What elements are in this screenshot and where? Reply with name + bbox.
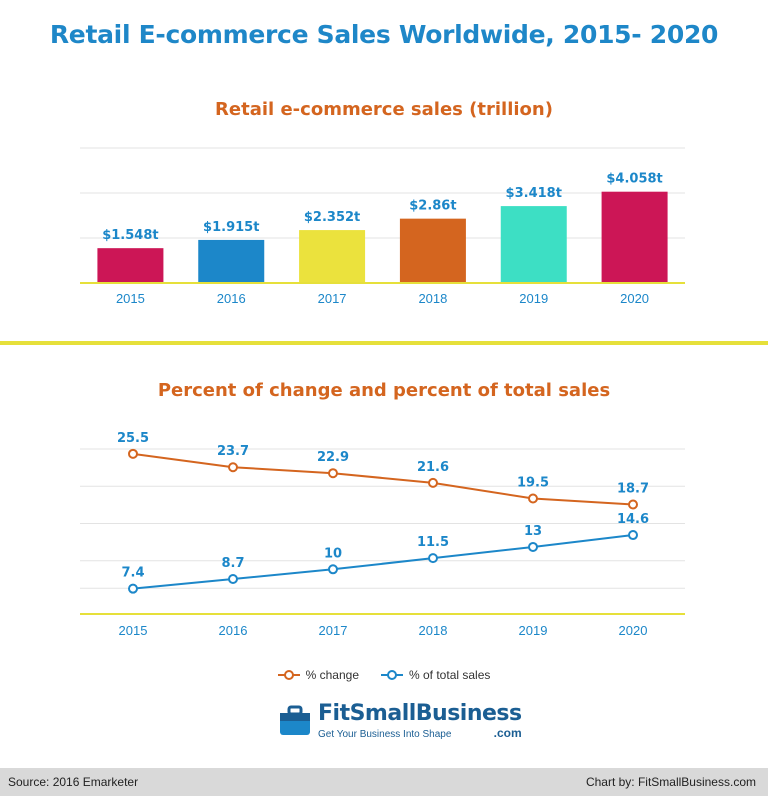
bar-2016 [198, 239, 265, 283]
tick-label: 2020 [620, 291, 649, 306]
data-label: 21.6 [417, 460, 449, 475]
tick-label: 2015 [116, 291, 145, 306]
line-chart-legend: % change % of total sales [0, 668, 768, 682]
bar-2015 [97, 248, 164, 283]
source-text: Source: 2016 Emarketer [8, 775, 139, 789]
bar-2020 [601, 191, 668, 283]
line-chart: 2015 2016 2017 2018 2019 2020 25.5 23.7 22.9 21.6… [80, 431, 685, 638]
data-point [428, 553, 438, 564]
data-label: $1.548t [102, 228, 158, 243]
bar-chart: $1.548t 2015 $1.915t 2016 $2.352t 2017 $2.86t 2… [80, 147, 685, 306]
data-label: 25.5 [117, 431, 149, 446]
data-point [528, 541, 538, 552]
bar-2017 [299, 230, 366, 283]
page-title: Retail E-commerce Sales Worldwide, 2015-… [49, 20, 719, 49]
tick-label: 2020 [619, 623, 648, 638]
data-label: 23.7 [217, 444, 249, 459]
series-line-1 [132, 534, 634, 590]
data-label: 13 [524, 524, 542, 539]
tick-label: 2016 [217, 291, 246, 306]
tick-label: 2015 [119, 623, 148, 638]
line-chart-title: Percent of change and percent of total s… [157, 380, 611, 401]
tick-label: 2018 [418, 291, 447, 306]
data-point [528, 493, 538, 504]
tick-label: 2017 [319, 623, 348, 638]
bar-2018 [399, 218, 466, 283]
bar-2019 [500, 206, 567, 283]
tick-label: 2019 [519, 623, 548, 638]
series-line-0 [132, 452, 634, 506]
data-label: 10 [324, 546, 342, 561]
legend-item-total: % of total sales [381, 668, 490, 682]
tick-label: 2016 [219, 623, 248, 638]
data-label: $2.86t [409, 199, 456, 214]
data-label: 14.6 [617, 512, 649, 527]
legend-item-change: % change [277, 668, 359, 682]
data-point [328, 468, 338, 479]
logo-name: FitSmallBusiness [318, 701, 522, 726]
logo-tagline: Get Your Business Into Shape [318, 729, 452, 740]
data-label: $2.352t [304, 210, 360, 225]
footer: Source: 2016 Emarketer Chart by: FitSmal… [0, 768, 768, 796]
legend-swatch-total [381, 669, 403, 681]
data-point [328, 564, 338, 575]
data-label: 19.5 [517, 476, 549, 491]
legend-label-change: % change [305, 668, 359, 682]
data-label: $1.915t [203, 220, 259, 235]
data-point [228, 573, 238, 584]
data-point [128, 583, 138, 594]
logo-suffix: .com [493, 726, 522, 740]
briefcase-icon [280, 705, 310, 735]
data-label: 11.5 [417, 535, 449, 550]
tick-label: 2017 [318, 291, 347, 306]
legend-label-total: % of total sales [409, 668, 491, 682]
data-label: 22.9 [317, 450, 349, 465]
tick-label: 2018 [419, 623, 448, 638]
data-point [428, 477, 438, 488]
section-divider [0, 341, 768, 345]
data-point [628, 530, 638, 541]
data-label: $3.418t [506, 186, 562, 201]
data-label: 7.4 [121, 566, 144, 581]
data-point [628, 499, 638, 510]
legend-swatch-change [277, 669, 300, 681]
chart-credit: Chart by: FitSmallBusiness.com [585, 775, 756, 789]
data-label: $4.058t [606, 172, 662, 187]
bar-chart-title: Retail e-commerce sales (trillion) [215, 99, 553, 120]
data-label: 18.7 [617, 481, 649, 496]
brand-logo: FitSmallBusiness Get Your Business Into … [278, 702, 522, 740]
data-label: 8.7 [221, 556, 244, 571]
tick-label: 2019 [519, 291, 548, 306]
data-point [128, 448, 138, 459]
data-point [228, 462, 238, 473]
